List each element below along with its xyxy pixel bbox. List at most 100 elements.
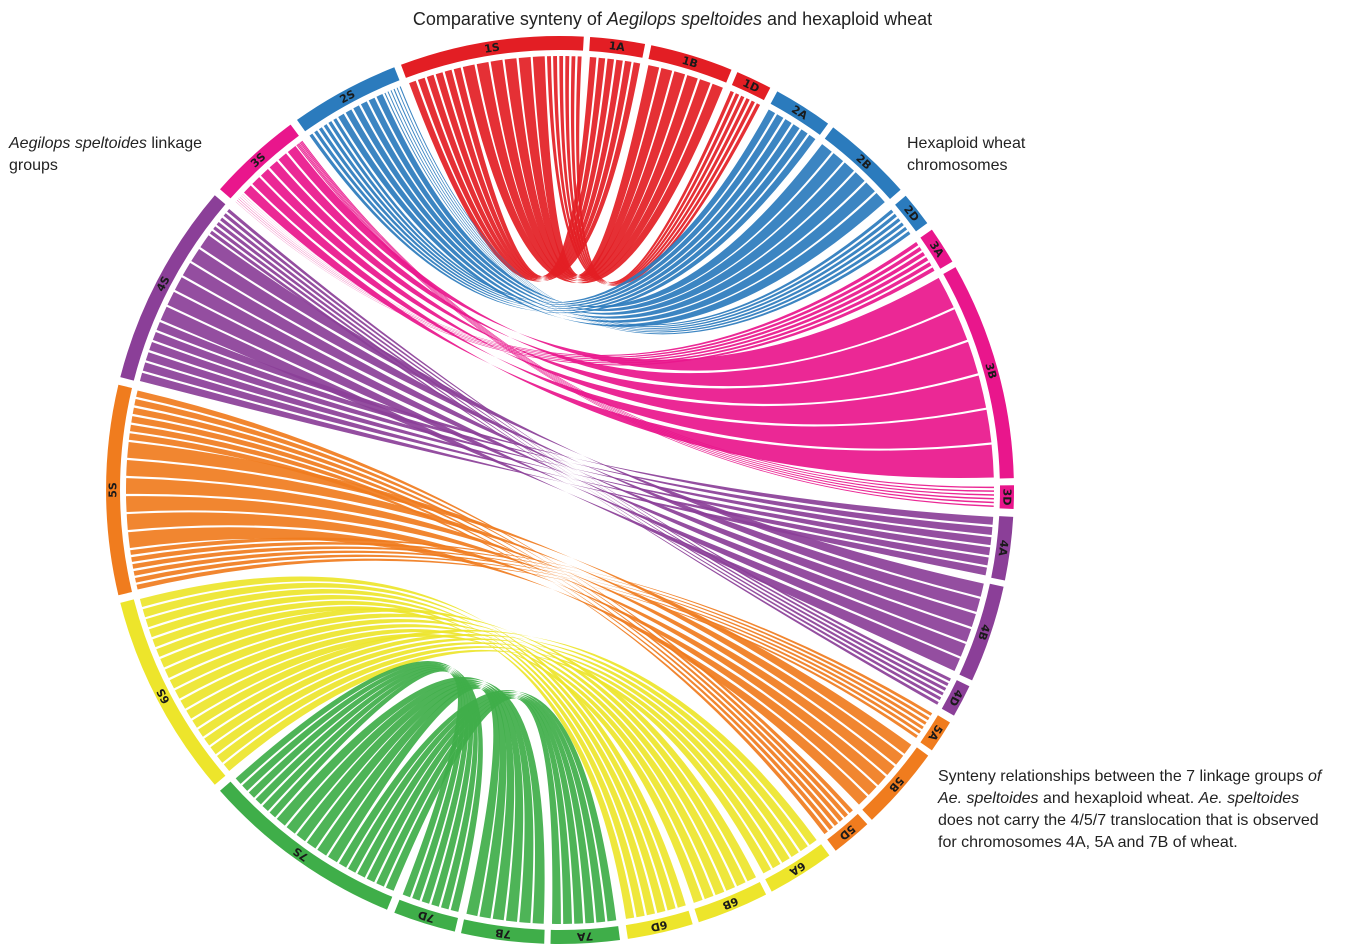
link-1S-1B [462, 56, 723, 284]
segment-2S [297, 67, 400, 132]
link-4S-4A [139, 322, 994, 576]
segment-5B [862, 747, 929, 820]
segment-7S [220, 781, 393, 910]
segment-label-3D: 3D [1000, 489, 1013, 506]
caption-part-2: of Ae. speltoides [938, 768, 1322, 807]
segment-1B [648, 45, 732, 83]
segment-label-4B: 4B [975, 623, 992, 642]
link-7S-7B [276, 676, 545, 924]
left-label-suffix: linkage groups [9, 135, 203, 174]
caption-part-1: Synteny relationships between the 7 link… [938, 768, 1309, 785]
link-band [444, 57, 606, 278]
link-band [490, 59, 698, 280]
segment-7B [461, 919, 545, 944]
link-band [338, 113, 885, 327]
caption-part-3: and hexaploid wheat. [1038, 790, 1199, 807]
title-prefix: Comparative synteny of [412, 9, 607, 29]
segment-4B [959, 583, 1004, 681]
segment-3B [943, 267, 1014, 479]
link-band [217, 646, 781, 869]
link-band [532, 56, 660, 276]
link-band [570, 56, 740, 284]
left-label-italic: Aegilops speltoides [9, 135, 147, 152]
right-label: Hexaploid wheat chromosomes [907, 135, 1026, 174]
link-band [309, 133, 816, 314]
segment-2D [895, 195, 928, 232]
segment-label-6D: 6D [649, 918, 668, 934]
segment-4A [991, 516, 1014, 581]
link-2S-2B [338, 94, 885, 327]
link-3S-3D [296, 140, 995, 507]
link-7S-7D [235, 660, 483, 912]
left-label: Aegilops speltoides linkage groups [9, 133, 249, 177]
link-band [167, 291, 966, 657]
link-band [210, 642, 790, 863]
segment-label-1S: 1S [483, 41, 500, 56]
link-band [242, 663, 478, 910]
segment-3D [999, 485, 1015, 509]
segment-6D [625, 910, 693, 939]
link-band [156, 606, 635, 919]
segment-3S [220, 124, 299, 199]
synteny-links [125, 55, 995, 924]
link-band [235, 660, 483, 912]
link-5S-5A [130, 537, 933, 738]
link-band [252, 177, 992, 449]
link-band [333, 109, 776, 303]
link-6S-6B [160, 608, 757, 903]
segment-1A [589, 37, 646, 58]
link-band [328, 114, 784, 305]
segment-label-1A: 1A [608, 39, 626, 54]
segment-6A [765, 844, 830, 892]
segment-label-3B: 3B [982, 361, 999, 380]
link-band [174, 277, 972, 642]
segment-6B [694, 882, 767, 923]
segment-6S [120, 599, 226, 785]
segment-1S [401, 35, 584, 78]
caption-part-4: Ae. speltoides [1198, 790, 1300, 807]
link-3S-3B [244, 146, 994, 478]
link-band [376, 696, 572, 924]
segment-label-7D: 7D [416, 908, 436, 925]
link-band [223, 649, 772, 874]
link-band [518, 57, 673, 278]
caption-part-5: does not carry the 4/5/7 translocation t… [938, 812, 1319, 851]
segment-label-7A: 7A [576, 929, 593, 943]
link-band [244, 185, 994, 478]
segment-label-6S: 6S [154, 686, 173, 706]
link-1S-1D [547, 55, 761, 286]
link-band [269, 669, 462, 898]
link-band [323, 119, 792, 307]
figure-title: Comparative synteny of Aegilops speltoid… [0, 9, 1345, 30]
caption: Synteny relationships between the 7 link… [938, 766, 1338, 854]
link-band [435, 58, 614, 279]
link-band [182, 262, 976, 627]
link-1S-1A [409, 57, 641, 282]
link-6S-6D [139, 576, 686, 919]
segment-5D [827, 813, 868, 851]
segment-label-7B: 7B [494, 926, 512, 941]
link-band [269, 161, 979, 404]
link-band [135, 554, 921, 734]
link-band [559, 55, 750, 285]
segment-label-4A: 4A [996, 539, 1011, 557]
segment-4D [941, 680, 970, 716]
segment-label-5S: 5S [107, 482, 120, 498]
segment-5S [106, 384, 132, 596]
title-italic: Aegilops speltoides [606, 9, 763, 29]
link-band [318, 124, 800, 309]
segment-label-1B: 1B [680, 54, 699, 71]
link-band [175, 624, 725, 896]
segment-3A [920, 229, 953, 269]
segment-4S [120, 195, 226, 381]
segment-label-1D: 1D [741, 76, 762, 95]
chromosome-ring: 1S 1A1B1D2A2B2D3A3B3D4A4B4D5A5B5D6A6B6D7A… [106, 35, 1015, 944]
segment-2B [824, 127, 901, 199]
link-2S-2A [309, 109, 816, 314]
link-6S-6A [192, 629, 817, 874]
link-band [260, 169, 987, 425]
segment-5A [920, 715, 950, 751]
link-band [262, 668, 466, 901]
link-band [306, 683, 515, 921]
